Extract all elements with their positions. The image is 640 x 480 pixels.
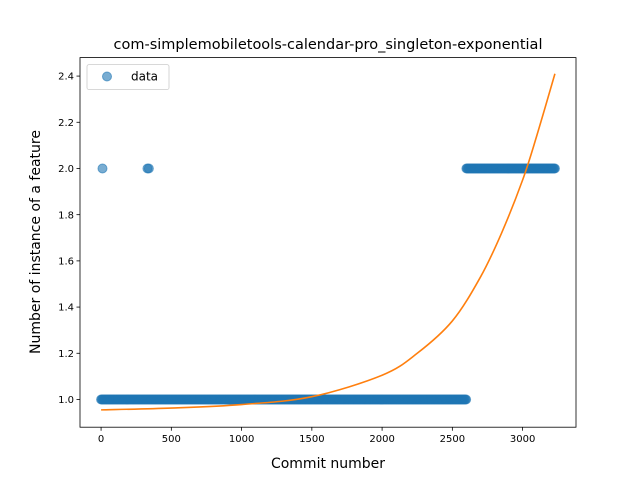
x-tick-label: 500 bbox=[162, 434, 181, 445]
y-tick-label: 2.2 bbox=[58, 118, 74, 129]
x-tick-label: 2000 bbox=[369, 434, 394, 445]
y-tick-label: 1.2 bbox=[58, 349, 74, 360]
data-point bbox=[549, 163, 560, 174]
axes-frame bbox=[79, 57, 577, 428]
y-tick-label: 1.0 bbox=[58, 395, 74, 406]
x-tick-label: 0 bbox=[98, 434, 104, 445]
x-tick-label: 1000 bbox=[229, 434, 254, 445]
y-axis: 1.0 1.2 1.4 1.6 1.8 2.0 2.2 2.4 bbox=[58, 72, 80, 406]
y-tick-label: 2.0 bbox=[58, 164, 74, 175]
legend: data bbox=[86, 64, 170, 90]
y-tick-label: 2.4 bbox=[58, 72, 74, 83]
legend-marker-data bbox=[102, 71, 112, 82]
x-tick-label: 2500 bbox=[440, 434, 465, 445]
y-tick-label: 1.8 bbox=[58, 210, 74, 221]
chart-title: com-simplemobiletools-calendar-pro_singl… bbox=[114, 37, 543, 53]
x-axis: 0 500 1000 1500 2000 2500 3000 bbox=[98, 427, 535, 445]
legend-box bbox=[86, 64, 170, 90]
data-point bbox=[97, 163, 108, 174]
x-tick-label: 1500 bbox=[299, 434, 324, 445]
y-tick-label: 1.6 bbox=[58, 256, 74, 267]
y-axis-label: Number of instance of a feature bbox=[28, 130, 44, 354]
data-point bbox=[143, 163, 154, 174]
x-axis-label: Commit number bbox=[271, 456, 385, 472]
x-tick-label: 3000 bbox=[510, 434, 535, 445]
data-layer bbox=[96, 73, 560, 411]
fit-line bbox=[101, 73, 556, 411]
y-tick-label: 1.4 bbox=[58, 303, 74, 314]
data-point bbox=[461, 394, 472, 405]
legend-label-data: data bbox=[131, 70, 158, 84]
